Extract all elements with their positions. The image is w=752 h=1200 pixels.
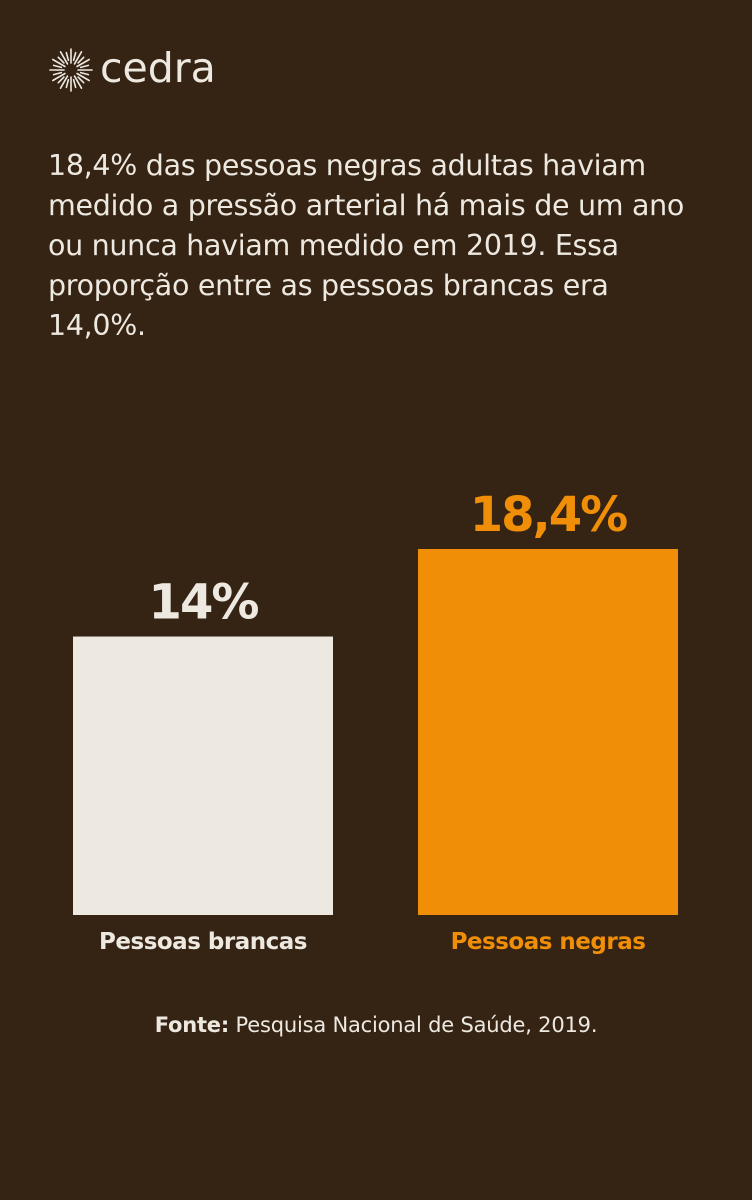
category-label-pessoas-brancas: Pessoas brancas <box>99 929 307 955</box>
data-label-pessoas-negras: 18,4% <box>470 487 627 543</box>
sun-burst-logo-icon <box>49 48 93 92</box>
source-note: Fonte: Pesquisa Nacional de Saúde, 2019. <box>0 1013 752 1037</box>
source-text: Pesquisa Nacional de Saúde, 2019. <box>229 1013 598 1037</box>
brand-name: cedra <box>100 43 216 92</box>
bar-pessoas-negras <box>418 549 678 915</box>
brand-logo: cedra <box>48 44 216 96</box>
bar-chart: 14% Pessoas brancas 18,4% Pessoas negras <box>73 487 678 955</box>
headline-text: 18,4% das pessoas negras adultas haviam … <box>48 149 685 342</box>
bar-pessoas-brancas <box>73 636 333 915</box>
data-label-pessoas-brancas: 14% <box>149 575 259 631</box>
source-label: Fonte: <box>154 1013 230 1037</box>
category-label-pessoas-negras: Pessoas negras <box>451 929 646 955</box>
